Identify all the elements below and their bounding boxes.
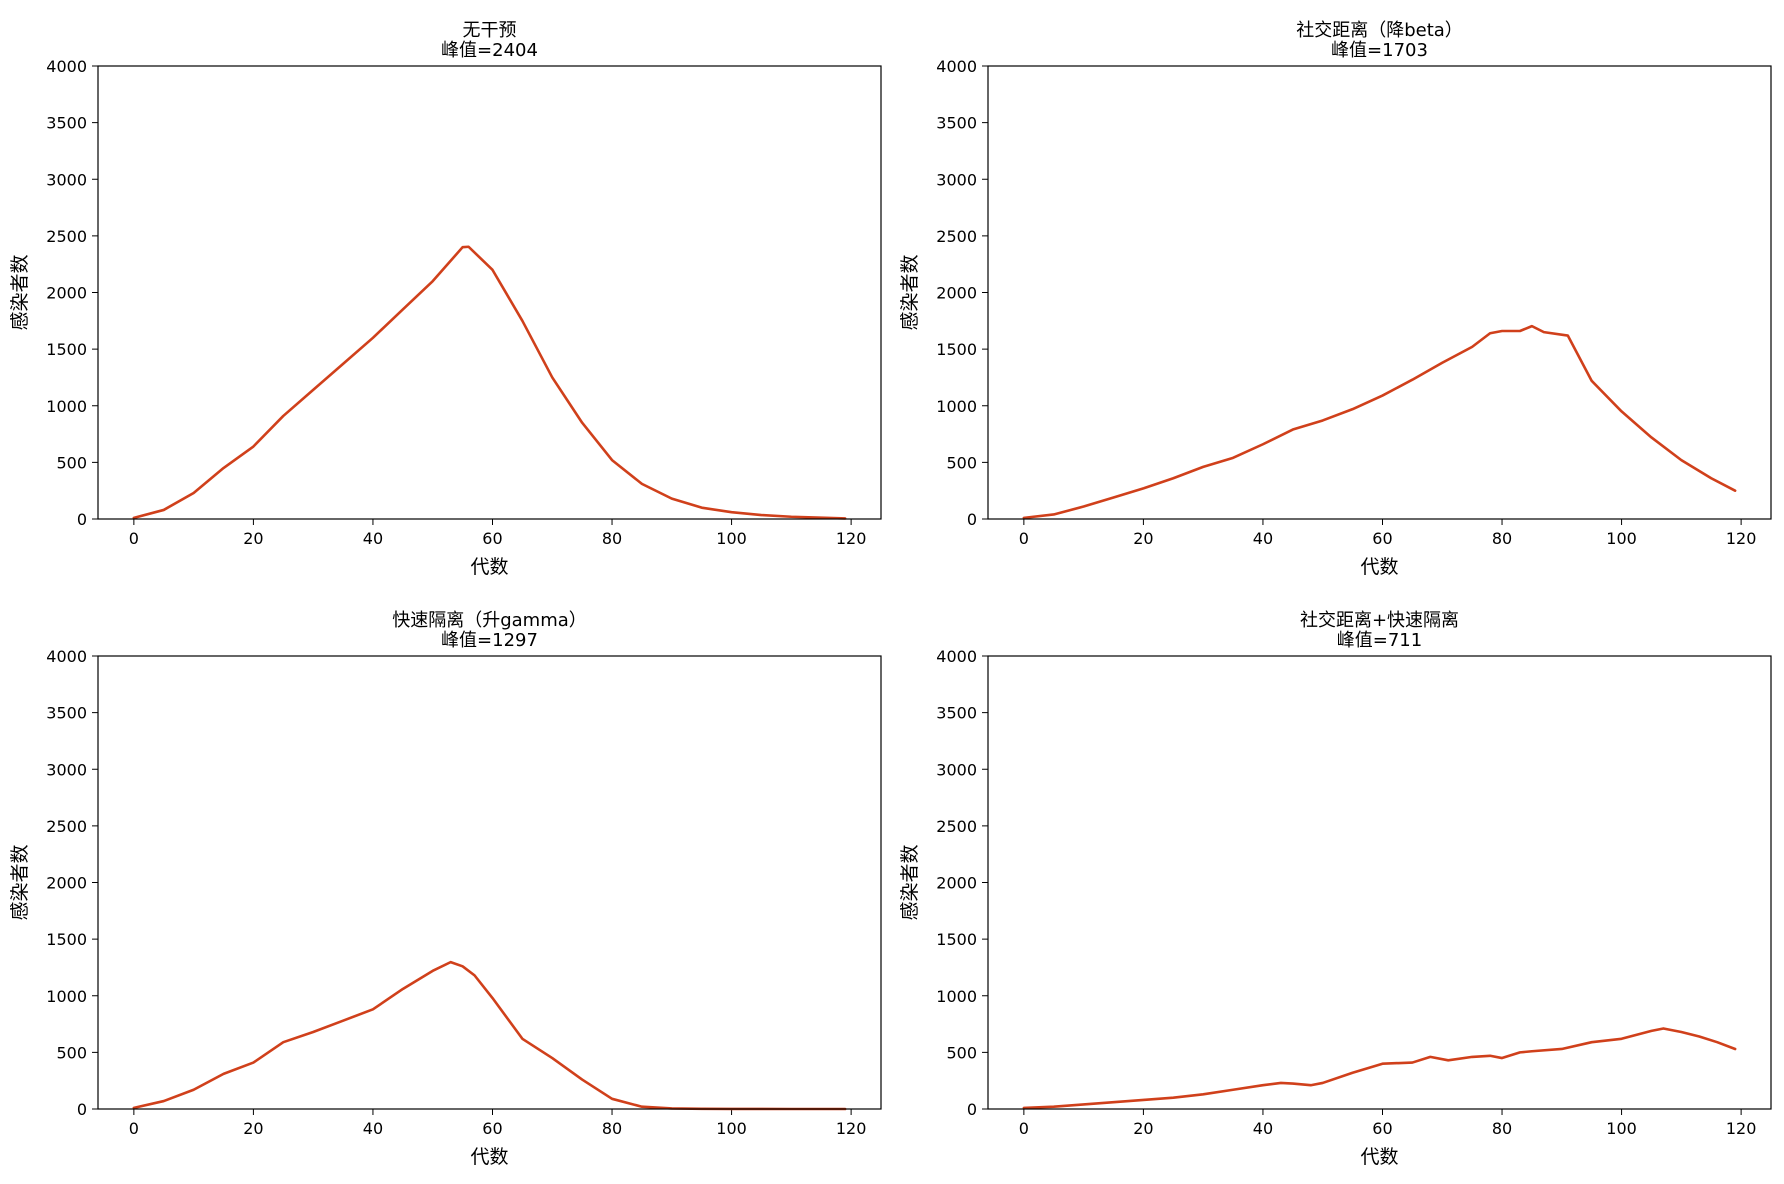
y-tick-label: 1000 xyxy=(46,987,87,1006)
x-tick-label: 20 xyxy=(1133,529,1153,548)
y-tick-label: 4000 xyxy=(46,647,87,666)
x-tick-label: 60 xyxy=(1372,529,1392,548)
y-tick-label: 3500 xyxy=(936,114,977,133)
x-tick-label: 120 xyxy=(836,1119,867,1138)
chart-subtitle: 峰值=711 xyxy=(1337,630,1422,651)
chart-title: 快速隔离（升gamma） xyxy=(392,610,587,631)
y-tick-label: 0 xyxy=(967,1100,977,1119)
x-axis-label: 代数 xyxy=(470,556,508,578)
x-tick-label: 60 xyxy=(482,529,502,548)
y-axis-label: 感染者数 xyxy=(9,844,31,920)
x-tick-label: 20 xyxy=(243,1119,263,1138)
x-axis-label: 代数 xyxy=(1360,556,1398,578)
x-tick-label: 120 xyxy=(1726,1119,1757,1138)
x-tick-label: 100 xyxy=(716,529,747,548)
y-tick-label: 500 xyxy=(946,453,977,472)
subplot-2: 社交距离（降beta）峰值=1703 0 20 40 60 80 100 120 0 500 100… xyxy=(899,20,1772,578)
x-tick-label: 0 xyxy=(1019,1119,1029,1138)
x-tick-label: 100 xyxy=(1606,529,1637,548)
y-tick-label: 0 xyxy=(77,1100,87,1119)
y-tick-label: 4000 xyxy=(46,57,87,76)
y-axis-label: 感染者数 xyxy=(899,844,921,920)
y-tick-label: 2000 xyxy=(936,874,977,893)
x-tick-label: 100 xyxy=(716,1119,747,1138)
x-axis-label: 代数 xyxy=(470,1146,508,1168)
x-tick-label: 80 xyxy=(602,529,622,548)
y-tick-label: 500 xyxy=(56,453,87,472)
y-tick-label: 500 xyxy=(946,1043,977,1062)
x-tick-label: 60 xyxy=(1372,1119,1392,1138)
y-tick-label: 2000 xyxy=(46,874,87,893)
y-axis-label: 感染者数 xyxy=(9,254,31,330)
y-tick-label: 1000 xyxy=(46,397,87,416)
x-tick-label: 120 xyxy=(836,529,867,548)
x-tick-label: 80 xyxy=(1492,529,1512,548)
x-tick-label: 40 xyxy=(363,529,383,548)
x-tick-label: 100 xyxy=(1606,1119,1637,1138)
x-tick-label: 0 xyxy=(1019,529,1029,548)
chart-subtitle: 峰值=2404 xyxy=(441,40,538,61)
y-tick-label: 1500 xyxy=(936,340,977,359)
x-tick-label: 0 xyxy=(129,529,139,548)
x-tick-label: 40 xyxy=(1253,529,1273,548)
chart-title: 社交距离（降beta） xyxy=(1296,20,1463,41)
x-tick-label: 40 xyxy=(1253,1119,1273,1138)
plot-frame xyxy=(97,655,882,1110)
x-tick-label: 60 xyxy=(482,1119,502,1138)
y-tick-label: 3500 xyxy=(46,704,87,723)
x-tick-label: 80 xyxy=(602,1119,622,1138)
subplot-3: 快速隔离（升gamma）峰值=1297 0 20 40 60 80 100 120 0 500 10… xyxy=(9,610,882,1168)
y-tick-label: 0 xyxy=(967,510,977,529)
y-tick-label: 2500 xyxy=(936,817,977,836)
y-tick-label: 3000 xyxy=(936,170,977,189)
y-tick-label: 2500 xyxy=(46,817,87,836)
y-tick-label: 1000 xyxy=(936,987,977,1006)
y-tick-label: 3000 xyxy=(46,760,87,779)
series-line-1 xyxy=(1022,324,1737,520)
y-tick-label: 3000 xyxy=(936,760,977,779)
x-axis-label: 代数 xyxy=(1360,1146,1398,1168)
y-tick-label: 4000 xyxy=(936,57,977,76)
y-tick-label: 2500 xyxy=(936,227,977,246)
x-tick-label: 20 xyxy=(1133,1119,1153,1138)
chart-title: 社交距离+快速隔离 xyxy=(1300,610,1459,631)
y-tick-label: 1500 xyxy=(936,930,977,949)
x-tick-label: 80 xyxy=(1492,1119,1512,1138)
y-tick-label: 0 xyxy=(77,510,87,529)
series-line-1 xyxy=(1022,1027,1737,1110)
y-tick-label: 2500 xyxy=(46,227,87,246)
x-tick-label: 40 xyxy=(363,1119,383,1138)
chart-title: 无干预 xyxy=(463,20,517,41)
y-tick-label: 3500 xyxy=(46,114,87,133)
series-line-1 xyxy=(132,245,847,520)
y-tick-label: 3000 xyxy=(46,170,87,189)
y-tick-label: 1500 xyxy=(46,930,87,949)
y-tick-label: 500 xyxy=(56,1043,87,1062)
plot-frame xyxy=(987,65,1772,520)
y-tick-label: 1000 xyxy=(936,397,977,416)
y-tick-label: 3500 xyxy=(936,704,977,723)
y-tick-label: 1500 xyxy=(46,340,87,359)
x-tick-label: 20 xyxy=(243,529,263,548)
series-line-1 xyxy=(132,960,847,1111)
chart-subtitle: 峰值=1703 xyxy=(1331,40,1428,61)
y-tick-label: 2000 xyxy=(46,284,87,303)
plot-frame xyxy=(97,65,882,520)
y-axis-label: 感染者数 xyxy=(899,254,921,330)
x-tick-label: 120 xyxy=(1726,529,1757,548)
x-tick-label: 0 xyxy=(129,1119,139,1138)
chart-subtitle: 峰值=1297 xyxy=(441,630,538,651)
y-tick-label: 4000 xyxy=(936,647,977,666)
plot-frame xyxy=(987,655,1772,1110)
y-tick-label: 2000 xyxy=(936,284,977,303)
